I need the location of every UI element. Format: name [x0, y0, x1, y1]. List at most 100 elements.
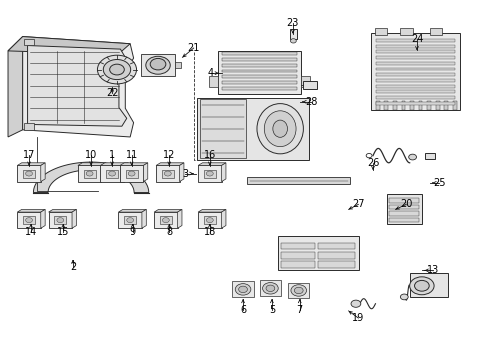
Bar — [141, 54, 175, 76]
Polygon shape — [198, 166, 221, 181]
Bar — [222, 87, 297, 90]
Bar — [400, 28, 413, 35]
Bar — [247, 177, 350, 184]
Text: 10: 10 — [85, 150, 97, 160]
Circle shape — [103, 59, 131, 80]
Circle shape — [400, 294, 408, 300]
Polygon shape — [179, 163, 184, 181]
Polygon shape — [23, 170, 35, 177]
Polygon shape — [100, 166, 124, 181]
Polygon shape — [49, 212, 72, 228]
Circle shape — [263, 283, 278, 294]
Polygon shape — [198, 212, 221, 228]
Polygon shape — [72, 210, 76, 228]
Circle shape — [25, 218, 32, 223]
Circle shape — [291, 285, 307, 296]
Polygon shape — [124, 163, 128, 181]
Ellipse shape — [273, 120, 288, 137]
Text: 17: 17 — [23, 150, 35, 160]
Text: 26: 26 — [367, 158, 379, 168]
Polygon shape — [17, 210, 45, 212]
Bar — [222, 81, 297, 84]
Circle shape — [162, 218, 169, 223]
Circle shape — [127, 218, 134, 223]
Bar — [24, 39, 34, 45]
Bar — [222, 75, 297, 78]
Bar — [290, 30, 297, 40]
Polygon shape — [142, 210, 147, 228]
Circle shape — [410, 277, 434, 295]
Polygon shape — [17, 163, 45, 166]
Polygon shape — [17, 212, 41, 228]
Bar — [288, 283, 310, 298]
Bar — [376, 101, 380, 110]
Text: 2: 2 — [70, 262, 76, 272]
Polygon shape — [204, 216, 216, 224]
Circle shape — [146, 56, 170, 74]
Polygon shape — [154, 210, 182, 212]
Text: 28: 28 — [305, 97, 317, 107]
Circle shape — [206, 171, 213, 176]
Polygon shape — [83, 170, 96, 177]
Bar — [389, 211, 419, 216]
Text: 14: 14 — [25, 227, 37, 237]
Polygon shape — [221, 163, 226, 181]
Polygon shape — [221, 210, 226, 228]
Circle shape — [239, 286, 247, 293]
Bar — [376, 50, 455, 53]
Bar — [371, 33, 460, 110]
Polygon shape — [54, 216, 67, 224]
Text: 20: 20 — [400, 199, 413, 210]
Polygon shape — [120, 166, 144, 181]
Bar — [376, 56, 455, 59]
Text: 7: 7 — [296, 305, 303, 315]
Bar — [393, 101, 397, 110]
Polygon shape — [49, 210, 76, 212]
Bar — [376, 79, 455, 82]
Polygon shape — [23, 216, 35, 224]
Circle shape — [86, 171, 93, 176]
Polygon shape — [162, 170, 174, 177]
Text: 8: 8 — [166, 227, 172, 237]
Circle shape — [294, 287, 303, 294]
Polygon shape — [119, 212, 142, 228]
Text: 19: 19 — [352, 313, 365, 323]
Circle shape — [25, 171, 32, 176]
Circle shape — [128, 171, 135, 176]
Bar — [197, 98, 310, 160]
Circle shape — [366, 153, 372, 158]
Bar — [389, 218, 419, 222]
Ellipse shape — [257, 104, 303, 154]
Polygon shape — [125, 170, 138, 177]
Polygon shape — [156, 166, 179, 181]
Bar — [410, 273, 448, 297]
Text: 12: 12 — [163, 150, 175, 160]
Circle shape — [206, 218, 213, 223]
Circle shape — [150, 58, 166, 70]
Bar — [278, 236, 359, 270]
Polygon shape — [33, 162, 149, 193]
Bar — [375, 28, 387, 35]
Bar — [222, 69, 297, 72]
Circle shape — [110, 64, 124, 75]
Bar — [318, 261, 355, 268]
Circle shape — [109, 171, 116, 176]
Polygon shape — [27, 45, 127, 126]
Circle shape — [351, 300, 361, 307]
Ellipse shape — [264, 111, 296, 147]
Text: 5: 5 — [269, 305, 275, 315]
Bar — [24, 123, 34, 130]
Bar — [376, 102, 455, 105]
Text: 22: 22 — [106, 88, 119, 98]
Bar — [281, 243, 316, 249]
Circle shape — [235, 284, 251, 295]
Bar — [232, 282, 254, 297]
Polygon shape — [198, 163, 226, 166]
Polygon shape — [177, 210, 182, 228]
Bar — [444, 101, 448, 110]
Bar — [175, 62, 181, 68]
Text: 16: 16 — [204, 150, 216, 160]
Bar — [222, 58, 297, 61]
Polygon shape — [120, 163, 148, 166]
Bar — [430, 28, 442, 35]
